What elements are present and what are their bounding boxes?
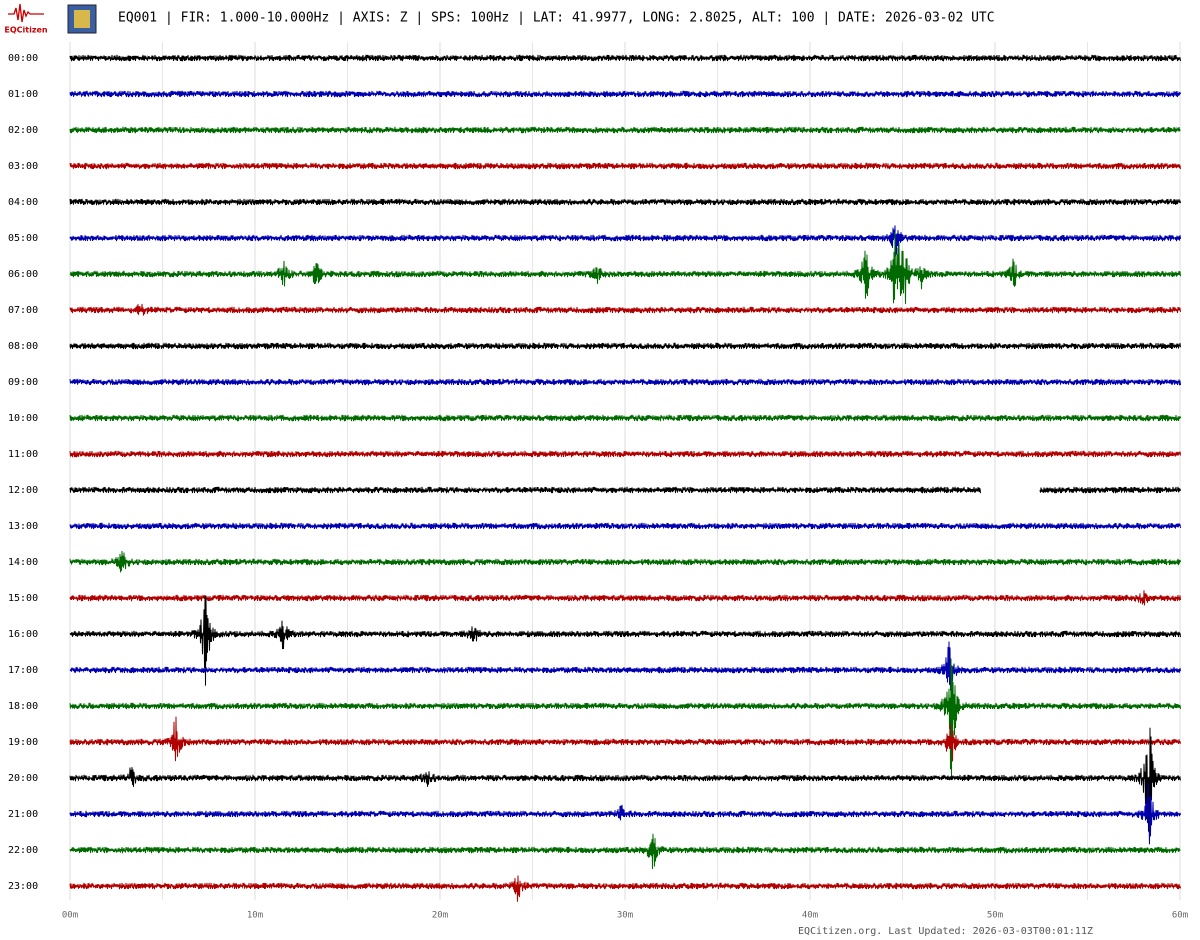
logo: EQCitizen	[4, 3, 48, 35]
row-label: 04:00	[8, 197, 38, 208]
row-label: 14:00	[8, 557, 38, 568]
row-label: 13:00	[8, 521, 38, 532]
trace	[69, 727, 1181, 845]
row-label: 07:00	[8, 305, 38, 316]
trace	[69, 198, 1181, 206]
chip-core	[74, 10, 90, 28]
row-label: 15:00	[8, 593, 38, 604]
trace	[69, 716, 1181, 762]
row-label: 18:00	[8, 701, 38, 712]
trace	[69, 658, 1181, 779]
trace	[69, 90, 1181, 98]
x-tick-label: 20m	[432, 911, 448, 921]
x-tick-label: 00m	[62, 911, 78, 921]
trace	[69, 378, 1181, 386]
x-tick-label: 50m	[987, 911, 1003, 921]
trace	[69, 126, 1181, 134]
trace	[69, 303, 1181, 316]
row-label: 01:00	[8, 89, 38, 100]
row-label: 08:00	[8, 341, 38, 352]
row-label: 23:00	[8, 881, 38, 892]
trace	[69, 450, 1181, 458]
row-label: 22:00	[8, 845, 38, 856]
trace	[69, 550, 1181, 573]
trace	[69, 782, 1181, 844]
trace	[69, 875, 1181, 902]
row-label: 20:00	[8, 773, 38, 784]
row-label: 19:00	[8, 737, 38, 748]
traces	[69, 54, 1181, 902]
trace	[69, 595, 1181, 686]
row-label: 05:00	[8, 233, 38, 244]
row-label: 09:00	[8, 377, 38, 388]
row-label: 02:00	[8, 125, 38, 136]
chip	[67, 4, 97, 34]
x-tick-label: 60m	[1172, 911, 1188, 921]
row-label: 21:00	[8, 809, 38, 820]
trace	[69, 486, 1181, 494]
trace	[69, 162, 1181, 170]
row-label: 03:00	[8, 161, 38, 172]
row-label: 12:00	[8, 485, 38, 496]
trace	[69, 231, 1181, 304]
row-label: 16:00	[8, 629, 38, 640]
x-tick-label: 40m	[802, 911, 818, 921]
trace	[69, 522, 1181, 530]
trace	[69, 833, 1181, 870]
trace	[69, 54, 1181, 62]
x-tick-label: 30m	[617, 911, 633, 921]
device-icon	[67, 4, 97, 34]
grid	[69, 42, 1181, 900]
trace	[69, 225, 1181, 257]
x-tick-label: 10m	[247, 911, 263, 921]
header-title: EQ001 | FIR: 1.000-10.000Hz | AXIS: Z | …	[118, 11, 995, 26]
row-label: 17:00	[8, 665, 38, 676]
trace	[69, 590, 1181, 606]
row-label: 10:00	[8, 413, 38, 424]
trace	[69, 641, 1181, 691]
footer: EQCitizen.org. Last Updated: 2026-03-03T…	[798, 926, 1093, 937]
row-label: 00:00	[8, 53, 38, 64]
row-label: 06:00	[8, 269, 38, 280]
trace	[69, 342, 1181, 350]
logo-text: EQCitizen	[4, 26, 48, 35]
row-label: 11:00	[8, 449, 38, 460]
logo-wave	[8, 3, 44, 23]
trace	[69, 414, 1181, 422]
